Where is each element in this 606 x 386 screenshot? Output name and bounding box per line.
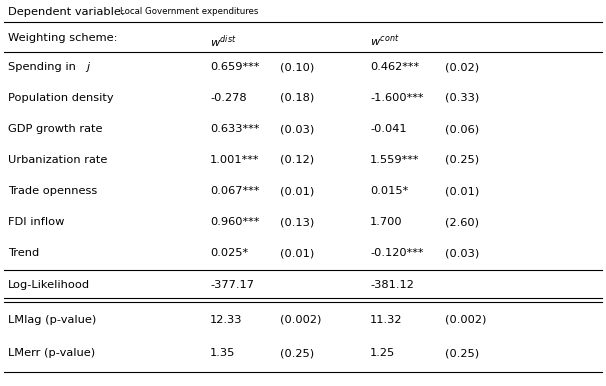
Text: (0.002): (0.002)	[280, 315, 321, 325]
Text: Population density: Population density	[8, 93, 114, 103]
Text: 11.32: 11.32	[370, 315, 402, 325]
Text: -0.120***: -0.120***	[370, 248, 424, 258]
Text: (0.12): (0.12)	[280, 155, 314, 165]
Text: GDP growth rate: GDP growth rate	[8, 124, 102, 134]
Text: LMerr (p-value): LMerr (p-value)	[8, 348, 95, 358]
Text: Dependent variable:: Dependent variable:	[8, 7, 125, 17]
Text: -1.600***: -1.600***	[370, 93, 424, 103]
Text: $j$: $j$	[85, 60, 92, 74]
Text: (0.25): (0.25)	[280, 348, 314, 358]
Text: 0.025*: 0.025*	[210, 248, 248, 258]
Text: 1.559***: 1.559***	[370, 155, 419, 165]
Text: Trade openness: Trade openness	[8, 186, 97, 196]
Text: $w^{dist}$: $w^{dist}$	[210, 33, 236, 49]
Text: 0.462***: 0.462***	[370, 62, 419, 72]
Text: Local Government expenditures: Local Government expenditures	[120, 7, 258, 16]
Text: 0.659***: 0.659***	[210, 62, 259, 72]
Text: -0.041: -0.041	[370, 124, 407, 134]
Text: -0.278: -0.278	[210, 93, 247, 103]
Text: Spending in: Spending in	[8, 62, 79, 72]
Text: 0.067***: 0.067***	[210, 186, 259, 196]
Text: LMlag (p-value): LMlag (p-value)	[8, 315, 96, 325]
Text: Trend: Trend	[8, 248, 39, 258]
Text: 1.001***: 1.001***	[210, 155, 259, 165]
Text: (0.25): (0.25)	[445, 155, 479, 165]
Text: (2.60): (2.60)	[445, 217, 479, 227]
Text: (0.10): (0.10)	[280, 62, 315, 72]
Text: 12.33: 12.33	[210, 315, 242, 325]
Text: 1.700: 1.700	[370, 217, 402, 227]
Text: Weighting scheme:: Weighting scheme:	[8, 33, 118, 43]
Text: FDI inflow: FDI inflow	[8, 217, 64, 227]
Text: (0.25): (0.25)	[445, 348, 479, 358]
Text: 0.960***: 0.960***	[210, 217, 259, 227]
Text: (0.18): (0.18)	[280, 93, 315, 103]
Text: 1.25: 1.25	[370, 348, 395, 358]
Text: $w^{cont}$: $w^{cont}$	[370, 33, 399, 49]
Text: 0.015*: 0.015*	[370, 186, 408, 196]
Text: Urbanization rate: Urbanization rate	[8, 155, 107, 165]
Text: (0.13): (0.13)	[280, 217, 315, 227]
Text: (0.03): (0.03)	[280, 124, 315, 134]
Text: (0.03): (0.03)	[445, 248, 479, 258]
Text: 1.35: 1.35	[210, 348, 235, 358]
Text: (0.33): (0.33)	[445, 93, 479, 103]
Text: (0.01): (0.01)	[280, 186, 315, 196]
Text: -381.12: -381.12	[370, 280, 414, 290]
Text: (0.01): (0.01)	[445, 186, 479, 196]
Text: 0.633***: 0.633***	[210, 124, 259, 134]
Text: (0.02): (0.02)	[445, 62, 479, 72]
Text: Log-Likelihood: Log-Likelihood	[8, 280, 90, 290]
Text: (0.002): (0.002)	[445, 315, 487, 325]
Text: (0.06): (0.06)	[445, 124, 479, 134]
Text: -377.17: -377.17	[210, 280, 254, 290]
Text: (0.01): (0.01)	[280, 248, 315, 258]
